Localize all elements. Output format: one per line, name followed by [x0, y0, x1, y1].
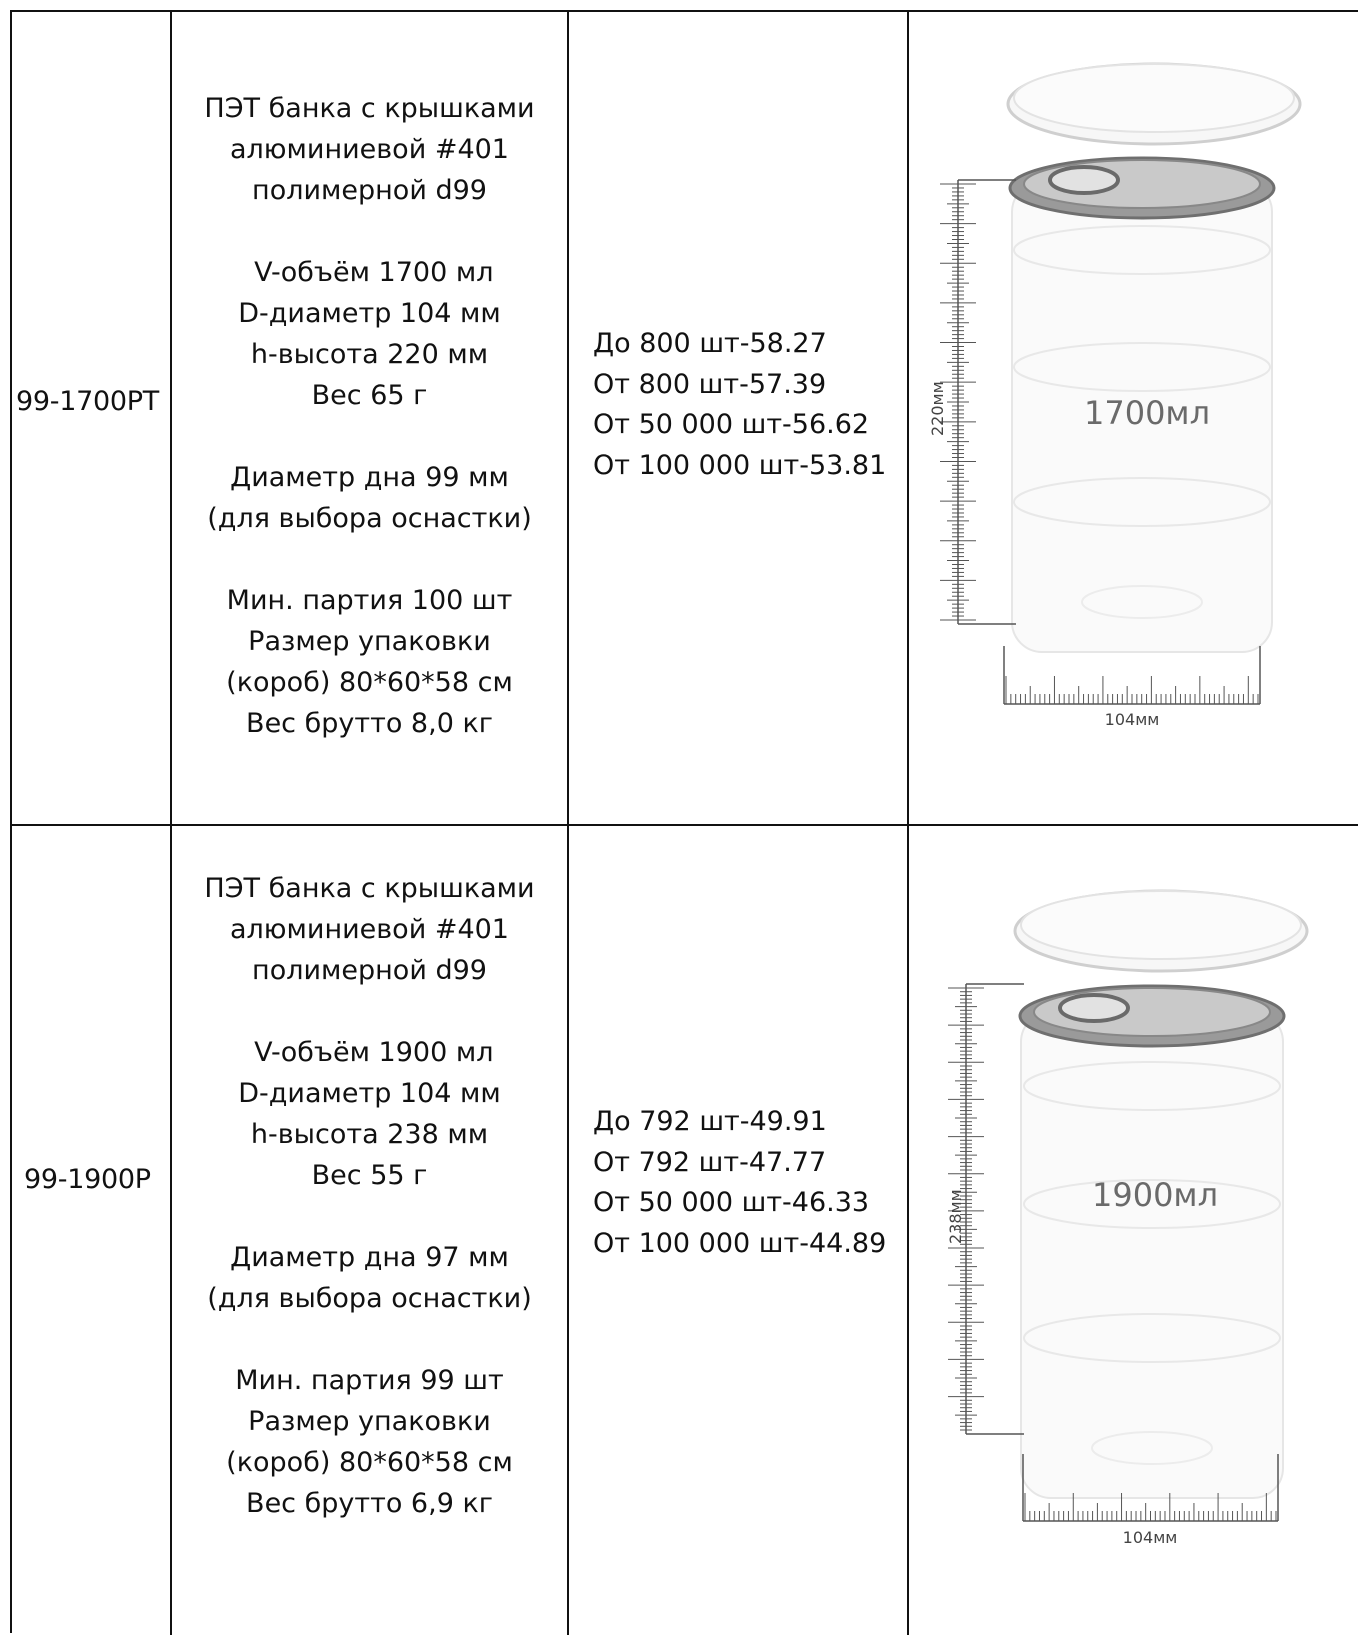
- image-cell: 1700мл 220мм 104мм: [909, 12, 1358, 824]
- price-list: До 792 шт-49.91 От 792 шт-47.77 От 50 00…: [593, 1102, 907, 1264]
- product-jar-image: 1700мл 220мм 104мм: [928, 62, 1302, 729]
- product-table: 99-1700PT ПЭТ банка с крышками алюминиев…: [10, 10, 1358, 1635]
- height-label: 220мм: [928, 381, 947, 436]
- price-tier: От 50 000 шт-56.62: [593, 409, 870, 440]
- height-ruler: [948, 983, 1024, 1435]
- code-cell: 99-1700PT: [12, 12, 172, 824]
- code-cell: 99-1900P: [12, 826, 172, 1635]
- volume-label: 1700мл: [1084, 394, 1210, 432]
- price-list: До 800 шт-58.27 От 800 шт-57.39 От 50 00…: [593, 324, 907, 486]
- product-jar-image: 1900мл 238мм 104мм: [946, 889, 1309, 1547]
- price-tier: От 100 000 шт-44.89: [593, 1227, 887, 1259]
- height-ruler: [940, 179, 1016, 625]
- price-tier: До 800 шт-58.27: [593, 328, 827, 359]
- price-cell: До 792 шт-49.91 От 792 шт-47.77 От 50 00…: [569, 826, 909, 1635]
- product-description: ПЭТ банка с крышками алюминиевой #401 по…: [204, 873, 535, 1519]
- width-ruler: [1003, 646, 1261, 705]
- price-tier: От 50 000 шт-46.33: [593, 1187, 870, 1218]
- price-tier: От 800 шт-57.39: [593, 368, 827, 400]
- price-tier: От 792 шт-47.77: [593, 1146, 827, 1178]
- table-row: 99-1700PT ПЭТ банка с крышками алюминиев…: [12, 12, 1358, 826]
- price-tier: До 792 шт-49.91: [593, 1106, 827, 1137]
- product-description: ПЭТ банка с крышками алюминиевой #401 по…: [204, 93, 535, 739]
- width-label: 104мм: [1105, 710, 1160, 729]
- image-cell: 1900мл 238мм 104мм: [909, 826, 1358, 1635]
- product-code: 99-1700PT: [16, 386, 159, 417]
- price-cell: До 800 шт-58.27 От 800 шт-57.39 От 50 00…: [569, 12, 909, 824]
- description-cell: ПЭТ банка с крышками алюминиевой #401 по…: [172, 826, 569, 1635]
- volume-label: 1900мл: [1092, 1176, 1218, 1214]
- description-cell: ПЭТ банка с крышками алюминиевой #401 по…: [172, 12, 569, 824]
- table-row: 99-1900P ПЭТ банка с крышками алюминиево…: [12, 826, 1358, 1635]
- product-code: 99-1900P: [24, 1164, 151, 1195]
- width-label: 104мм: [1123, 1528, 1178, 1547]
- width-ruler: [1022, 1454, 1279, 1522]
- price-tier: От 100 000 шт-53.81: [593, 449, 887, 481]
- height-label: 238мм: [946, 1189, 965, 1244]
